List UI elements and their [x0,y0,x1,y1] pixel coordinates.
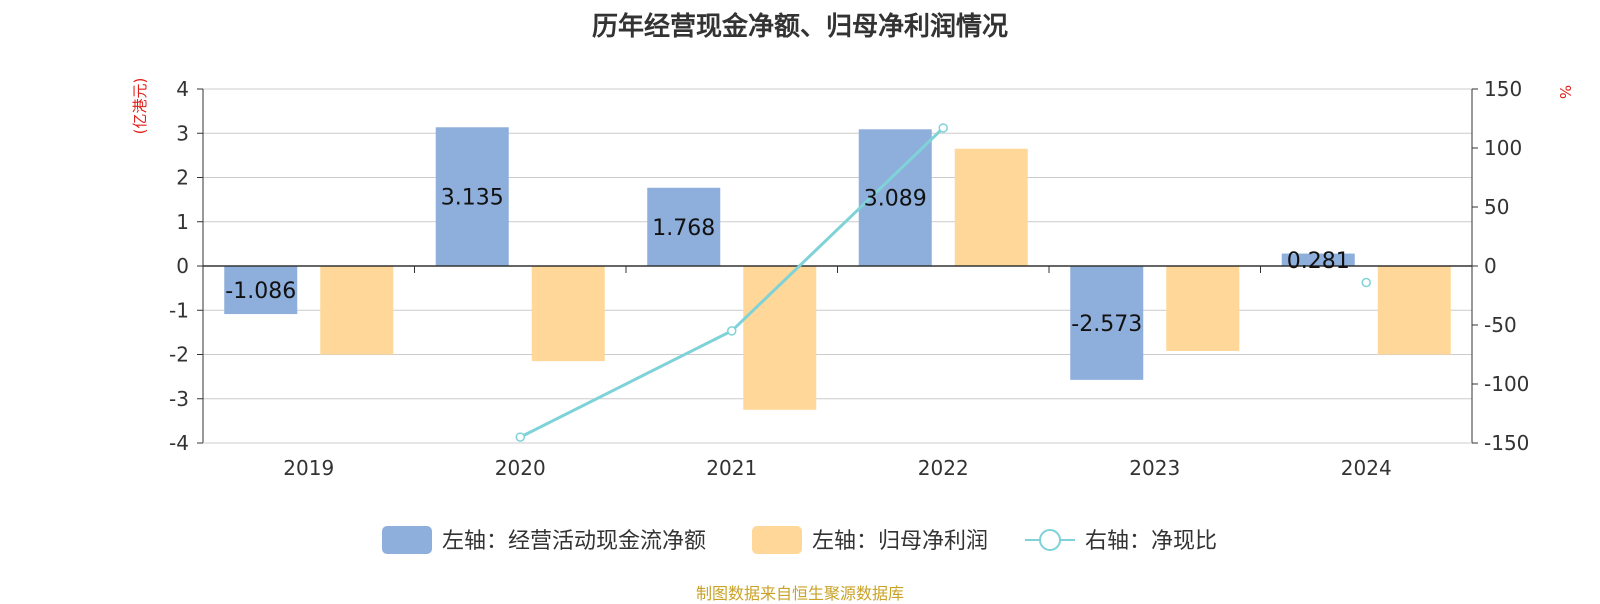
cash-flow-bar [224,266,298,315]
data-labels: -1.086 3.135 1.768 3.089 -2.573 0.281 [225,186,1349,337]
cash-flow-bar [1070,266,1144,380]
left-axis-tick-label: 0 [176,254,189,278]
left-axis-unit: (亿港元) [131,78,149,135]
cash-flow-data-label: -1.086 [225,279,296,304]
net-profit-bar [1377,266,1451,355]
x-axis-tick-label: 2019 [283,456,334,480]
right-axis-tick-label: 150 [1484,77,1522,101]
legend: 左轴：经营活动现金流净额 左轴：归母净利润 右轴：净现比 [382,526,1217,554]
left-axis-tick-label: -1 [169,298,189,322]
left-axis-tick-label: 3 [176,121,189,145]
x-axis-tick-label: 2023 [1129,456,1180,480]
left-axis-tick-label: -2 [169,343,189,367]
legend-swatch-cash-flow [382,526,432,554]
right-axis-unit: % [1556,85,1574,99]
cash-flow-data-label: 3.135 [441,186,504,211]
ratio-point [938,123,948,133]
cash-flow-data-label: 1.768 [652,216,715,241]
legend-label-net-profit: 左轴：归母净利润 [812,529,988,554]
left-axis-tick-label: 1 [176,210,189,234]
right-axis-tick-label: 50 [1484,195,1509,219]
source-note: 制图数据来自恒生聚源数据库 [695,584,904,603]
left-axis-tick-label: 2 [176,166,189,190]
legend-swatch-net-profit [752,526,802,554]
net-profit-bar [320,266,394,355]
ratio-point [727,326,737,336]
left-axis-tick-label: 4 [176,77,189,101]
cash-flow-bar [647,187,721,266]
net-profit-bar [954,148,1028,266]
ratio-point [1361,277,1371,288]
cash-flow-bar [435,127,509,267]
left-axis-tick-label: -4 [169,431,189,455]
net-profit-bar [743,266,817,410]
x-axis-tick-label: 2022 [918,456,969,480]
x-axis-tick-label: 2021 [706,456,757,480]
left-axis-tick-label: -3 [169,387,189,411]
cash-flow-data-label: -2.573 [1071,312,1142,337]
legend-label-cash-flow: 左轴：经营活动现金流净额 [442,529,706,554]
x-axis-tick-label: 2020 [495,456,546,480]
bars [224,127,1451,410]
cash-flow-bar [1281,253,1355,266]
ratio-point [515,432,525,442]
legend-swatch-ratio-marker [1039,529,1061,551]
x-axis-tick-label: 2024 [1341,456,1392,480]
legend-label-ratio: 右轴：净现比 [1085,529,1217,554]
right-axis-tick-label: 100 [1484,136,1522,160]
cash-flow-data-label: 3.089 [864,187,927,212]
chart-title: 历年经营现金净额、归母净利润情况 [591,12,1008,42]
net-profit-bar [531,266,605,362]
right-axis-tick-label: -100 [1484,372,1529,396]
right-axis-tick-label: -50 [1484,313,1517,337]
axes: 4 3 2 1 0 -1 -2 -3 -4 150 100 50 0 -50 -100 -150 2019 202… [169,77,1529,480]
net-profit-bar [1166,266,1240,351]
right-axis-tick-label: 0 [1484,254,1497,278]
cash-flow-data-label: 0.281 [1287,249,1350,274]
right-axis-tick-label: -150 [1484,431,1529,455]
ratio-line [515,123,1371,442]
